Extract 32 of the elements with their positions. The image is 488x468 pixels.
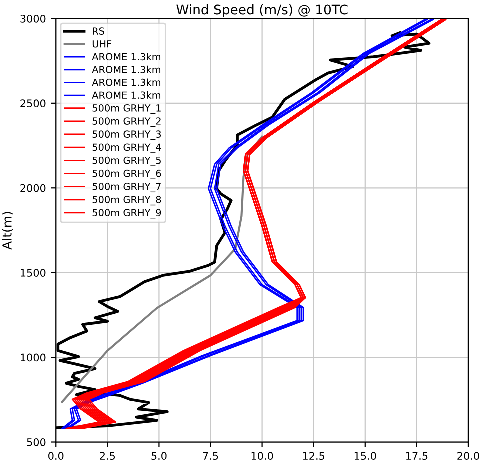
legend-label: AROME 1.3km xyxy=(92,92,161,100)
y-tick-label: 2500 xyxy=(20,100,46,108)
x-tick-label: 2.5 xyxy=(100,452,116,460)
y-tick-label: 500 xyxy=(27,438,46,446)
legend-label: 500m GRHY_9 xyxy=(92,209,162,219)
x-tick-label: 17.5 xyxy=(406,452,428,460)
chart-title: Wind Speed (m/s) @ 10TC xyxy=(176,4,348,18)
legend-label: RS xyxy=(93,28,104,35)
legend-label: UHF xyxy=(92,40,112,48)
y-tick-label: 2000 xyxy=(20,184,46,192)
legend-label: 500m GRHY_3 xyxy=(92,130,162,140)
x-tick-label: 10.0 xyxy=(252,452,274,460)
legend-label: 500m GRHY_7 xyxy=(92,183,161,193)
x-tick-label: 5.0 xyxy=(152,452,167,460)
legend-label: 500m GRHY_1 xyxy=(92,104,161,114)
y-axis-title: Alt(m) xyxy=(2,212,14,250)
legend-label: 500m GRHY_5 xyxy=(92,156,161,166)
legend-label: 500m GRHY_2 xyxy=(92,118,161,128)
legend-label: 500m GRHY_4 xyxy=(92,144,162,154)
x-tick-label: 0.0 xyxy=(48,452,64,460)
x-tick-label: 12.5 xyxy=(303,452,325,460)
y-tick-label: 1500 xyxy=(21,269,46,277)
legend-label: 500m GRHY_6 xyxy=(92,170,162,180)
x-tick-label: 7.5 xyxy=(203,452,218,460)
legend-label: AROME 1.3km xyxy=(92,53,161,61)
legend-label: AROME 1.3km xyxy=(92,78,161,86)
y-tick-label: 3000 xyxy=(20,14,46,23)
legend-label: 500m GRHY_8 xyxy=(92,196,162,206)
x-tick-label: 20.0 xyxy=(458,452,480,460)
x-tick-label: 15.0 xyxy=(354,452,376,460)
legend-label: AROME 1.3km xyxy=(92,66,161,74)
y-tick-label: 1000 xyxy=(21,354,46,362)
